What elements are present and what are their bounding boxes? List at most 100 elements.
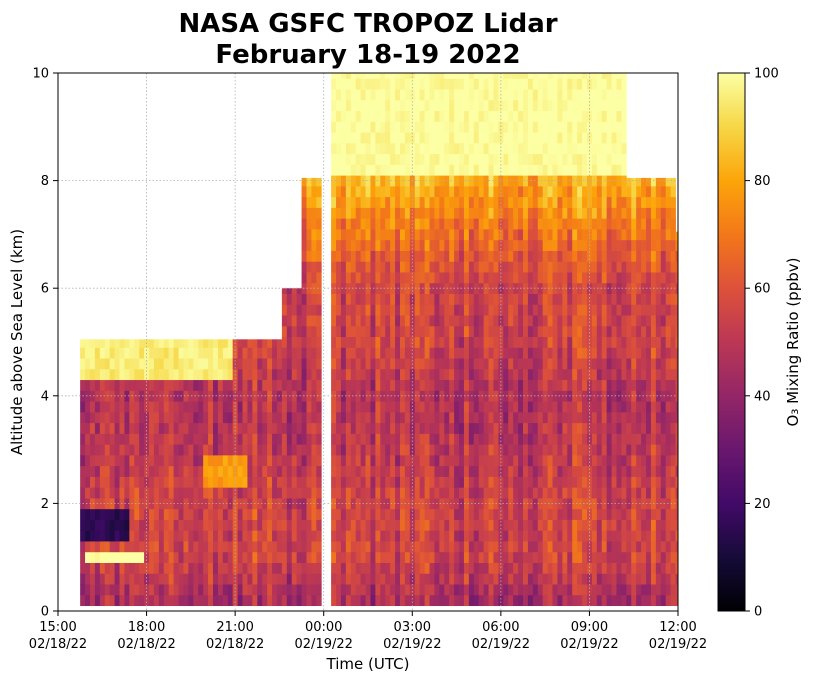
heatmap-cell (345, 229, 352, 241)
heatmap-cell (360, 110, 366, 122)
heatmap-cell (567, 304, 573, 316)
heatmap-cell (518, 261, 524, 273)
heatmap-cell (267, 519, 273, 531)
heatmap-cell (675, 336, 679, 348)
heatmap-cell (365, 551, 371, 563)
heatmap-cell (518, 401, 524, 413)
heatmap-cell (163, 551, 170, 563)
heatmap-cell (370, 530, 376, 542)
heatmap-cell (582, 73, 588, 79)
heatmap-cell (577, 368, 583, 381)
heatmap-cell (365, 282, 371, 294)
heatmap-cell (503, 207, 509, 219)
heatmap-cell (370, 207, 376, 219)
heatmap-cell (493, 110, 499, 122)
heatmap-cell (168, 573, 175, 585)
heatmap-cell (646, 325, 652, 338)
heatmap-cell (360, 411, 366, 424)
heatmap-cell (503, 433, 509, 445)
heatmap-cell (532, 541, 539, 553)
heatmap-cell (399, 508, 406, 520)
heatmap-cell (252, 347, 258, 359)
heatmap-cell (636, 261, 642, 273)
heatmap-cell (473, 444, 480, 456)
heatmap-cell (468, 347, 475, 359)
heatmap-cell (217, 476, 224, 488)
heatmap-cell (183, 551, 189, 563)
heatmap-cell (237, 562, 243, 574)
heatmap-cell (385, 573, 391, 585)
heatmap-cell (611, 594, 617, 607)
heatmap-cell (670, 465, 676, 477)
heatmap-cell (562, 444, 568, 456)
heatmap-cell (591, 562, 598, 574)
heatmap-cell (547, 519, 553, 531)
heatmap-cell (336, 110, 342, 122)
heatmap-cell (193, 541, 199, 553)
heatmap-cell (552, 164, 558, 176)
heatmap-cell (493, 142, 499, 155)
heatmap-cell (139, 551, 145, 563)
heatmap-cell (276, 487, 283, 499)
heatmap-cell (591, 368, 598, 381)
heatmap-cell (577, 78, 583, 90)
heatmap-cell (178, 347, 184, 359)
heatmap-cell (153, 347, 160, 359)
heatmap-cell (483, 272, 489, 284)
heatmap-cell (424, 132, 430, 144)
heatmap-cell (591, 541, 598, 553)
heatmap-cell (655, 594, 662, 607)
heatmap-cell (631, 185, 637, 198)
heatmap-cell (562, 551, 568, 563)
heatmap-cell (429, 185, 435, 198)
heatmap-cell (414, 293, 421, 305)
heatmap-cell (419, 293, 425, 305)
heatmap-cell (611, 551, 617, 563)
heatmap-cell (523, 272, 529, 284)
heatmap-cell (399, 229, 406, 241)
heatmap-cell (301, 465, 307, 477)
heatmap-cell (591, 444, 598, 456)
heatmap-cell (513, 132, 519, 144)
heatmap-cell (611, 73, 617, 79)
heatmap-cell (473, 272, 480, 284)
heatmap-cell (399, 379, 406, 391)
heatmap-cell (395, 476, 401, 488)
heatmap-cell (272, 454, 278, 467)
heatmap-cell (311, 401, 317, 413)
heatmap-cell (355, 185, 362, 198)
heatmap-cell (537, 185, 544, 198)
heatmap-cell (390, 476, 396, 488)
heatmap-cell (173, 368, 179, 381)
heatmap-cell (527, 315, 534, 327)
heatmap-cell (104, 551, 111, 563)
heatmap-cell (340, 229, 347, 241)
heatmap-cell (611, 218, 617, 230)
heatmap-cell (276, 541, 283, 553)
heatmap-cell (567, 293, 573, 305)
heatmap-cell (399, 153, 406, 165)
heatmap-cell (621, 584, 627, 596)
heatmap-cell (94, 379, 101, 391)
heatmap-cell (444, 368, 450, 381)
heatmap-cell (203, 562, 209, 574)
heatmap-cell (552, 110, 558, 122)
heatmap-cell (360, 422, 366, 434)
heatmap-cell (419, 142, 425, 155)
heatmap-cell (237, 411, 243, 424)
heatmap-cell (537, 433, 544, 445)
heatmap-cell (355, 519, 362, 531)
heatmap-cell (459, 229, 465, 241)
heatmap-cell (493, 379, 499, 391)
heatmap-cell (537, 229, 544, 241)
heatmap-cell (582, 347, 588, 359)
heatmap-cell (139, 401, 145, 413)
heatmap-cell (518, 250, 524, 262)
heatmap-cell (606, 207, 612, 219)
heatmap-cell (311, 358, 317, 370)
heatmap-cell (473, 411, 480, 424)
heatmap-cell (601, 594, 608, 607)
heatmap-cell (139, 379, 145, 391)
heatmap-cell (345, 185, 352, 198)
heatmap-cell (375, 368, 381, 381)
